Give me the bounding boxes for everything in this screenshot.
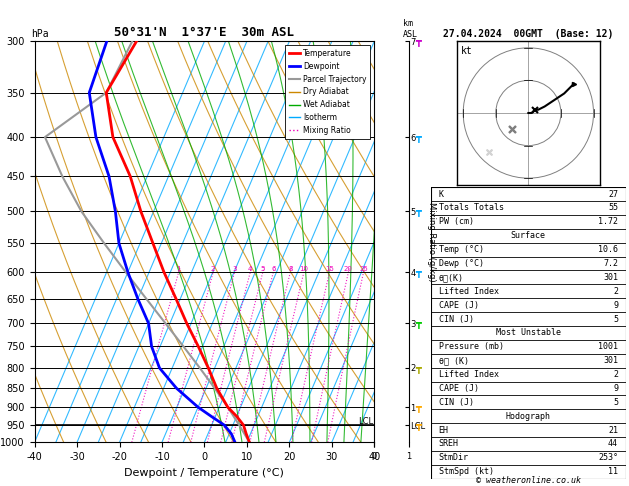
Text: 3: 3 xyxy=(232,266,237,272)
Text: 5: 5 xyxy=(613,398,618,407)
Text: ┳: ┳ xyxy=(415,132,421,142)
Text: 10.6: 10.6 xyxy=(598,245,618,254)
Text: 20: 20 xyxy=(344,266,353,272)
Text: km
ASL: km ASL xyxy=(403,19,418,39)
Text: 1001: 1001 xyxy=(598,342,618,351)
Text: 4: 4 xyxy=(248,266,252,272)
Text: 5: 5 xyxy=(260,266,265,272)
Text: kt: kt xyxy=(461,46,473,55)
Text: Lifted Index: Lifted Index xyxy=(438,287,499,296)
Text: 55: 55 xyxy=(608,204,618,212)
Text: 2: 2 xyxy=(613,287,618,296)
Text: Pressure (mb): Pressure (mb) xyxy=(438,342,504,351)
Text: CAPE (J): CAPE (J) xyxy=(438,301,479,310)
Text: 253°: 253° xyxy=(598,453,618,462)
Text: hPa: hPa xyxy=(31,29,49,39)
Text: CIN (J): CIN (J) xyxy=(438,314,474,324)
Text: Hodograph: Hodograph xyxy=(506,412,551,421)
Text: 1.72: 1.72 xyxy=(598,217,618,226)
Text: 27.04.2024  00GMT  (Base: 12): 27.04.2024 00GMT (Base: 12) xyxy=(443,29,613,39)
Text: ┳: ┳ xyxy=(415,318,421,329)
Text: 21: 21 xyxy=(608,426,618,434)
Text: 1: 1 xyxy=(176,266,181,272)
Text: EH: EH xyxy=(438,426,448,434)
Text: ┳: ┳ xyxy=(415,36,421,46)
Text: 10: 10 xyxy=(299,266,308,272)
Text: θᴄ(K): θᴄ(K) xyxy=(438,273,464,282)
Text: 301: 301 xyxy=(603,273,618,282)
Text: 15: 15 xyxy=(325,266,334,272)
Text: 50°31'N  1°37'E  30m ASL: 50°31'N 1°37'E 30m ASL xyxy=(114,26,294,39)
Text: 9: 9 xyxy=(613,301,618,310)
Text: Surface: Surface xyxy=(511,231,546,240)
Text: ┳: ┳ xyxy=(415,402,421,412)
Text: 301: 301 xyxy=(603,356,618,365)
Text: 11: 11 xyxy=(608,467,618,476)
Text: LCL: LCL xyxy=(358,417,373,426)
Text: 25: 25 xyxy=(359,266,368,272)
Text: CAPE (J): CAPE (J) xyxy=(438,384,479,393)
Text: Temp (°C): Temp (°C) xyxy=(438,245,484,254)
Text: Totals Totals: Totals Totals xyxy=(438,204,504,212)
Text: 9: 9 xyxy=(613,384,618,393)
Text: K: K xyxy=(438,190,443,199)
Text: 7.2: 7.2 xyxy=(603,259,618,268)
Text: StmDir: StmDir xyxy=(438,453,469,462)
Text: 27: 27 xyxy=(608,190,618,199)
Text: 44: 44 xyxy=(608,439,618,449)
Text: 5: 5 xyxy=(613,314,618,324)
Text: SREH: SREH xyxy=(438,439,459,449)
Text: θᴄ (K): θᴄ (K) xyxy=(438,356,469,365)
Text: ┳: ┳ xyxy=(415,207,421,216)
Text: 2: 2 xyxy=(613,370,618,379)
Text: StmSpd (kt): StmSpd (kt) xyxy=(438,467,494,476)
Text: © weatheronline.co.uk: © weatheronline.co.uk xyxy=(476,476,581,485)
Text: ┳: ┳ xyxy=(415,420,421,430)
Text: ┳: ┳ xyxy=(415,267,421,277)
Text: 6: 6 xyxy=(271,266,276,272)
Text: 2: 2 xyxy=(211,266,215,272)
Y-axis label: Mixing Ratio (g/kg): Mixing Ratio (g/kg) xyxy=(428,202,437,281)
Text: Lifted Index: Lifted Index xyxy=(438,370,499,379)
Text: Most Unstable: Most Unstable xyxy=(496,329,561,337)
X-axis label: Dewpoint / Temperature (°C): Dewpoint / Temperature (°C) xyxy=(125,468,284,478)
Text: 8: 8 xyxy=(288,266,292,272)
Text: PW (cm): PW (cm) xyxy=(438,217,474,226)
Legend: Temperature, Dewpoint, Parcel Trajectory, Dry Adiabat, Wet Adiabat, Isotherm, Mi: Temperature, Dewpoint, Parcel Trajectory… xyxy=(285,45,370,139)
Text: ┳: ┳ xyxy=(415,363,421,373)
Text: CIN (J): CIN (J) xyxy=(438,398,474,407)
Text: Dewp (°C): Dewp (°C) xyxy=(438,259,484,268)
